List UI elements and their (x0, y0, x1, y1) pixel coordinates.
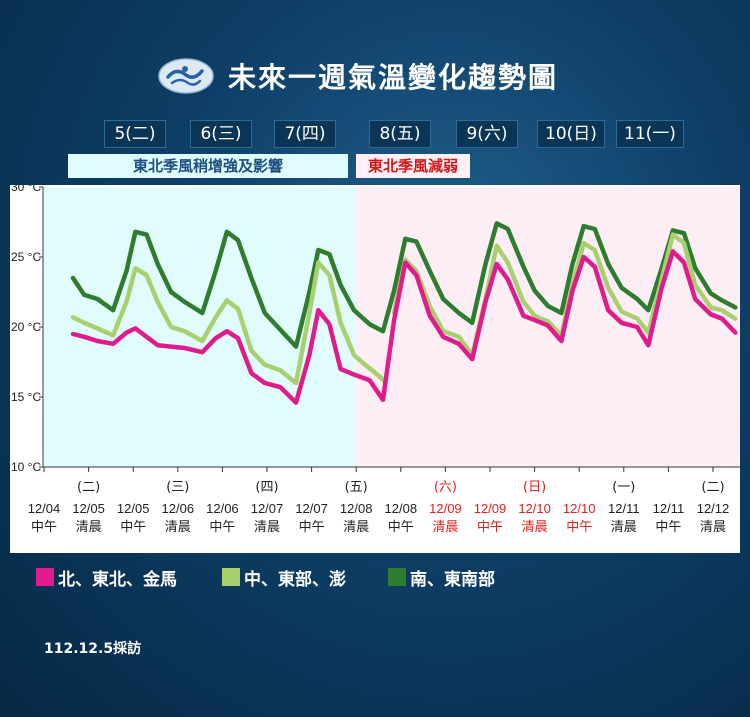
x-weekday-label: (六) (434, 480, 457, 495)
y-tick-label: 10 °C (11, 460, 41, 474)
x-date-label: 12/11 (608, 501, 640, 516)
day-label: 7(四) (274, 120, 336, 148)
report-date-note: 112.12.5採訪 (44, 641, 142, 657)
x-date-label: 12/08 (385, 501, 418, 516)
x-weekday-label: (四) (255, 480, 278, 495)
x-date-label: 12/06 (162, 501, 195, 516)
x-time-label: 中午 (655, 520, 681, 535)
page-title: 未來一週氣溫變化趨勢圖 (228, 61, 559, 94)
legend-item-south: 南、東南部 (388, 566, 495, 590)
x-time-label: 中午 (209, 520, 235, 535)
x-date-label: 12/09 (474, 501, 507, 516)
x-time-label: 中午 (566, 520, 592, 535)
x-date-label: 12/04 (28, 501, 61, 516)
x-date-label: 12/10 (563, 501, 596, 516)
legend-label: 南、東南部 (410, 569, 495, 590)
y-tick-label: 30 °C (11, 185, 41, 194)
x-date-label: 12/07 (251, 501, 284, 516)
legend-label: 中、東部、澎 (244, 569, 346, 590)
x-time-label: 清晨 (700, 520, 726, 535)
x-time-label: 清晨 (76, 520, 102, 535)
legend-swatch (222, 568, 240, 586)
x-time-label: 清晨 (432, 520, 458, 535)
series-line (70, 221, 738, 349)
y-tick-label: 15 °C (11, 390, 41, 404)
x-time-label: 清晨 (165, 520, 191, 535)
x-date-label: 12/05 (117, 501, 150, 516)
x-date-label: 12/10 (518, 501, 551, 516)
monsoon-strengthen-banner: 東北季風稍增強及影響 (68, 154, 348, 178)
legend-swatch (388, 568, 406, 586)
x-weekday-label: (三) (166, 480, 189, 495)
temperature-chart: 10 °C 15 °C 20 °C 25 °C 30 °C 12/04 中午 (二) 12/05… (10, 185, 740, 553)
x-time-label: 清晨 (611, 520, 637, 535)
x-date-label: 12/09 (429, 501, 462, 516)
cwa-logo-icon (158, 58, 214, 94)
x-date-label: 12/12 (697, 501, 730, 516)
legend-swatch (36, 568, 54, 586)
legend-item-central: 中、東部、澎 (222, 566, 346, 590)
monsoon-weaken-banner: 東北季風減弱 (356, 154, 470, 178)
x-date-label: 12/08 (340, 501, 373, 516)
x-time-label: 中午 (120, 520, 146, 535)
x-weekday-label: (二) (77, 480, 100, 495)
x-weekday-label: (二) (701, 480, 724, 495)
x-time-label: 中午 (477, 520, 503, 535)
day-label: 6(三) (190, 120, 252, 148)
legend-item-north: 北、東北、金馬 (36, 566, 177, 590)
day-label: 11(一) (616, 120, 684, 148)
x-time-label: 中午 (388, 520, 414, 535)
day-label: 9(六) (456, 120, 518, 148)
day-label: 10(日) (537, 120, 605, 148)
x-time-label: 清晨 (343, 520, 369, 535)
x-date-label: 12/07 (295, 501, 328, 516)
x-date-label: 12/06 (206, 501, 239, 516)
x-time-label: 中午 (31, 520, 57, 535)
legend-label: 北、東北、金馬 (58, 569, 177, 590)
series-line (70, 260, 388, 386)
x-time-label: 中午 (299, 520, 325, 535)
x-date-label: 12/05 (72, 501, 105, 516)
x-weekday-label: (日) (523, 480, 546, 495)
series-line (70, 249, 738, 405)
x-weekday-label: (五) (345, 480, 368, 495)
x-time-label: 清晨 (254, 520, 280, 535)
x-date-label: 12/11 (653, 501, 685, 516)
day-label: 8(五) (369, 120, 431, 148)
day-label: 5(二) (104, 120, 166, 148)
y-tick-label: 25 °C (11, 250, 41, 264)
x-weekday-label: (一) (612, 480, 635, 495)
x-time-label: 清晨 (522, 520, 548, 535)
y-tick-label: 20 °C (11, 320, 41, 334)
